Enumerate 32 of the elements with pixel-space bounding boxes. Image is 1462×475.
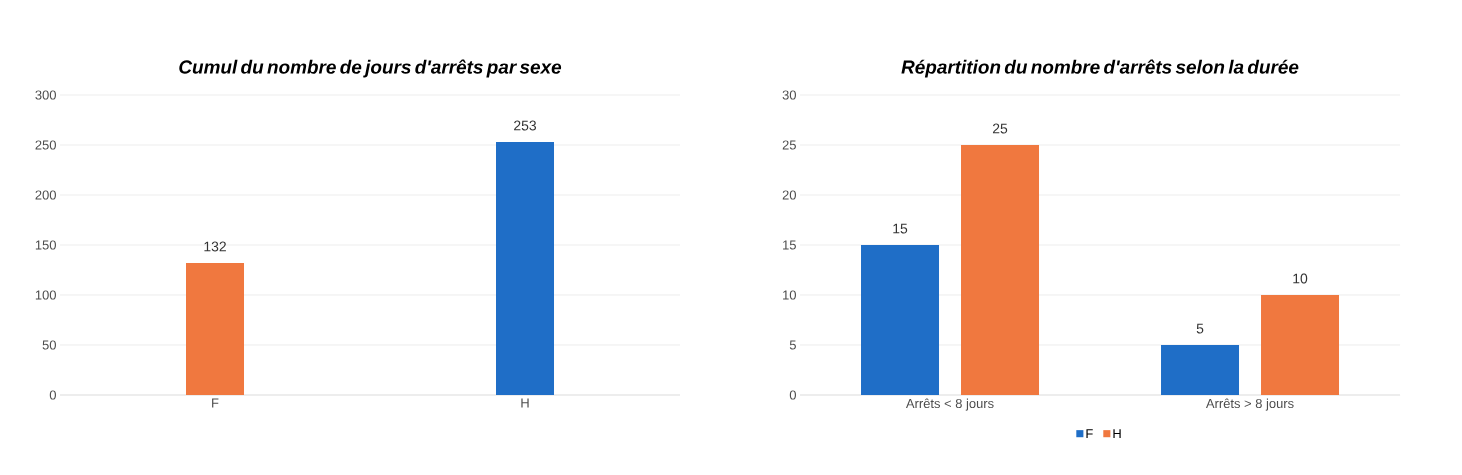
bar: [861, 245, 940, 395]
y-tick-label: 50: [42, 340, 56, 350]
y-tick-label: 20: [782, 190, 796, 200]
bar: [961, 145, 1040, 395]
data-label: 25: [992, 123, 1008, 134]
y-tick-label: 15: [783, 240, 796, 250]
y-tick-label: 300: [35, 90, 56, 100]
bar: [1261, 295, 1340, 395]
y-tick-label: 250: [35, 140, 56, 150]
y-tick-label: 25: [782, 140, 796, 150]
x-tick-label: F: [212, 398, 219, 408]
y-tick-label: 10: [783, 290, 796, 300]
x-tick-label: Arrêts > 8 jours: [1205, 398, 1294, 411]
legend-label: F: [1086, 429, 1093, 439]
x-tick-label: Arrêts < 8 jours: [905, 398, 994, 411]
legend-label: H: [1113, 429, 1121, 439]
y-tick-label: 150: [35, 240, 56, 250]
y-tick-label: 5: [789, 340, 796, 350]
y-tick-label: 200: [35, 190, 56, 200]
data-label: 253: [514, 120, 537, 131]
chart-title: Répartition du nombre d'arrêts selon la durée: [901, 59, 1299, 78]
chart-title: Cumul du nombre de jours d'arrêts par sexe: [179, 59, 562, 78]
y-tick-label: 0: [789, 390, 796, 400]
data-label: 132: [204, 241, 226, 252]
y-tick-label: 0: [49, 390, 56, 400]
data-label: 10: [1293, 273, 1308, 284]
data-label: 5: [1196, 323, 1204, 334]
y-tick-label: 100: [35, 290, 56, 300]
x-tick-label: H: [521, 398, 529, 408]
y-tick-label: 30: [782, 90, 796, 100]
data-label: 15: [893, 223, 908, 234]
bar: [1161, 345, 1240, 395]
